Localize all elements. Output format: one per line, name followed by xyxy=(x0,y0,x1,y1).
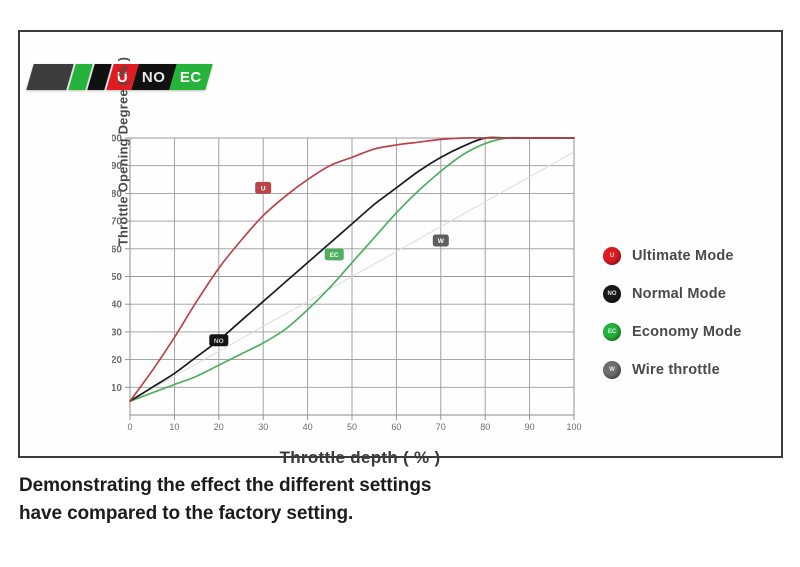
caption-line-2: have compared to the factory setting. xyxy=(19,502,354,524)
marker-badge-w: W xyxy=(432,234,449,247)
banner-slash-dark xyxy=(26,64,74,90)
series-line-wire-throttle xyxy=(129,151,575,402)
svg-text:EC: EC xyxy=(330,252,339,259)
legend-item-normal-mode[interactable]: NO Normal Mode xyxy=(603,275,788,313)
svg-text:0: 0 xyxy=(127,422,132,432)
legend-item-label: Ultimate Mode xyxy=(632,248,734,264)
svg-text:70: 70 xyxy=(436,422,446,432)
legend-item-label: Economy Mode xyxy=(632,324,742,340)
marker-badge-ec: EC xyxy=(324,248,344,261)
legend-item-economy-mode[interactable]: EC Economy Mode xyxy=(603,313,788,351)
legend-swatch-icon: NO xyxy=(603,285,621,303)
svg-text:NO: NO xyxy=(214,338,224,345)
brand-segment-economy: EC xyxy=(169,64,213,90)
legend-swatch-icon: EC xyxy=(603,323,621,341)
svg-text:90: 90 xyxy=(112,161,122,172)
legend-item-ultimate-mode[interactable]: U Ultimate Mode xyxy=(603,237,788,275)
svg-text:10: 10 xyxy=(112,383,122,394)
axis-ticks xyxy=(125,137,575,420)
svg-text:80: 80 xyxy=(112,189,122,200)
svg-text:50: 50 xyxy=(347,422,357,432)
svg-text:40: 40 xyxy=(112,300,122,311)
legend-swatch-icon: W xyxy=(603,361,621,379)
marker-badge-no: NO xyxy=(209,334,229,347)
chart-legend: U Ultimate Mode NO Normal Mode EC Economy Mod… xyxy=(603,237,788,389)
svg-text:90: 90 xyxy=(525,422,535,432)
legend-item-wire-throttle[interactable]: W Wire throttle xyxy=(603,351,788,389)
marker-badge-u: U xyxy=(255,181,272,194)
caption-line-1: Demonstrating the effect the different s… xyxy=(19,475,432,496)
svg-text:60: 60 xyxy=(391,422,401,432)
plot-area: 0 10 20 30 40 50 60 70 80 90 100 10 20 30 40 50 60 70 80 90… xyxy=(112,132,582,433)
svg-text:30: 30 xyxy=(112,327,122,338)
svg-text:80: 80 xyxy=(480,422,490,432)
svg-text:70: 70 xyxy=(112,217,122,228)
svg-text:30: 30 xyxy=(258,422,268,432)
throttle-response-chart: 0 10 20 30 40 50 60 70 80 90 100 10 20 30 40 50 60 70 80 90… xyxy=(112,134,582,433)
series-line-economy-mode xyxy=(129,136,575,402)
series-line-ultimate-mode xyxy=(129,137,575,402)
series-markers: U NO EC W xyxy=(209,181,449,347)
brand-segment-normal-text: NO xyxy=(142,68,166,86)
svg-text:100: 100 xyxy=(566,422,581,432)
x-axis-title: Throttle depth ( % ) xyxy=(279,448,441,467)
svg-text:W: W xyxy=(438,238,445,245)
svg-text:U: U xyxy=(261,185,266,192)
series-curves xyxy=(129,136,575,402)
svg-text:50: 50 xyxy=(112,272,122,283)
svg-text:40: 40 xyxy=(303,422,313,432)
svg-text:10: 10 xyxy=(169,422,179,432)
brand-segment-economy-text: EC xyxy=(179,68,202,86)
svg-text:60: 60 xyxy=(112,244,122,255)
svg-text:20: 20 xyxy=(214,422,224,432)
legend-item-label: Normal Mode xyxy=(632,286,727,302)
legend-item-label: Wire throttle xyxy=(632,362,720,378)
caption: Demonstrating the effect the different s… xyxy=(19,472,431,527)
svg-text:100: 100 xyxy=(112,134,122,145)
svg-text:20: 20 xyxy=(112,355,122,366)
grid-lines xyxy=(129,137,575,416)
legend-swatch-icon: U xyxy=(603,247,621,265)
axis-tick-labels: 0 10 20 30 40 50 60 70 80 90 100 10 20 30 40 50 60 70 80 90… xyxy=(112,134,582,433)
